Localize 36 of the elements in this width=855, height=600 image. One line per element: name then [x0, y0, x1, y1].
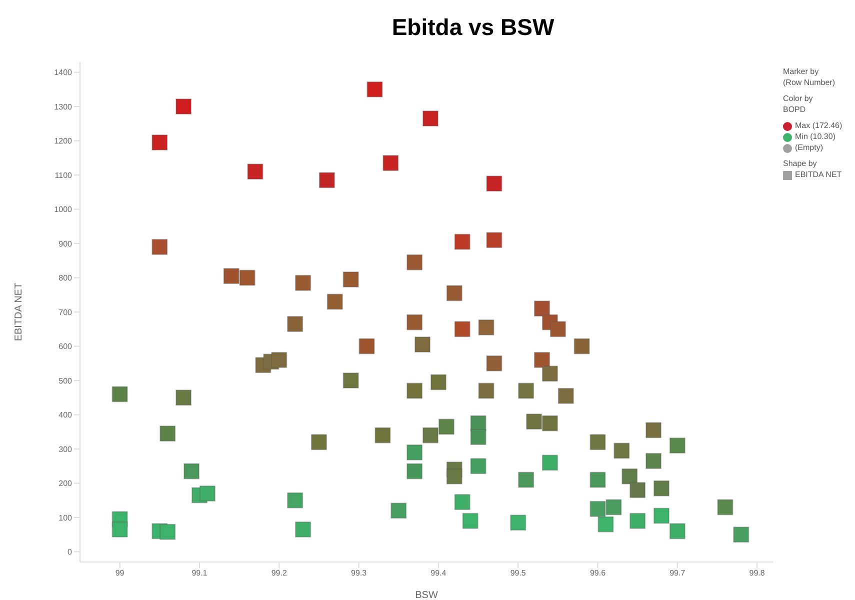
- chart-title: Ebitda vs BSW: [390, 14, 556, 41]
- y-tick-label: 200: [58, 479, 73, 488]
- text: (Row Number): [783, 78, 836, 88]
- y-tick-label: 300: [58, 444, 73, 454]
- x-tick-label: 99.4: [430, 568, 447, 578]
- y-tick-label: 900: [58, 239, 73, 248]
- text: Shape by: [783, 159, 817, 169]
- x-tick-label: 99.2: [271, 568, 288, 578]
- y-tick-label: 600: [58, 342, 73, 352]
- text: Color by: [783, 94, 813, 104]
- y-tick-label: 700: [58, 308, 73, 317]
- y-tick-label: 1000: [54, 205, 73, 214]
- text: Min (10.30): [795, 132, 836, 142]
- y-tick-label: 1400: [54, 68, 73, 78]
- x-tick-label: 99.1: [192, 568, 208, 578]
- x-tick-label: 99.8: [749, 568, 766, 578]
- y-axis-title: EBITDA NET: [14, 282, 25, 342]
- y-tick-label: 500: [58, 376, 73, 386]
- y-tick-label: 800: [58, 274, 73, 283]
- y-tick-label: 1200: [54, 136, 73, 146]
- text: (Empty): [795, 143, 823, 153]
- y-tick-label: 1100: [54, 170, 73, 180]
- text: Marker by: [783, 67, 819, 77]
- y-tick-label: 100: [58, 513, 73, 522]
- text: BOPD: [783, 105, 806, 115]
- y-tick-label: 400: [58, 410, 73, 420]
- x-tick-label: 99: [115, 568, 125, 578]
- text: EBITDA NET: [795, 170, 842, 180]
- x-axis-title: BSW: [415, 590, 438, 600]
- x-tick-label: 99.3: [351, 568, 368, 578]
- x-tick-label: 99.7: [670, 568, 686, 578]
- x-tick-label: 99.5: [510, 568, 526, 578]
- y-tick-label: 1300: [54, 102, 73, 112]
- y-tick-label: 0: [68, 548, 73, 557]
- text: Max (172.46): [795, 121, 842, 131]
- x-tick-label: 99.6: [590, 568, 606, 578]
